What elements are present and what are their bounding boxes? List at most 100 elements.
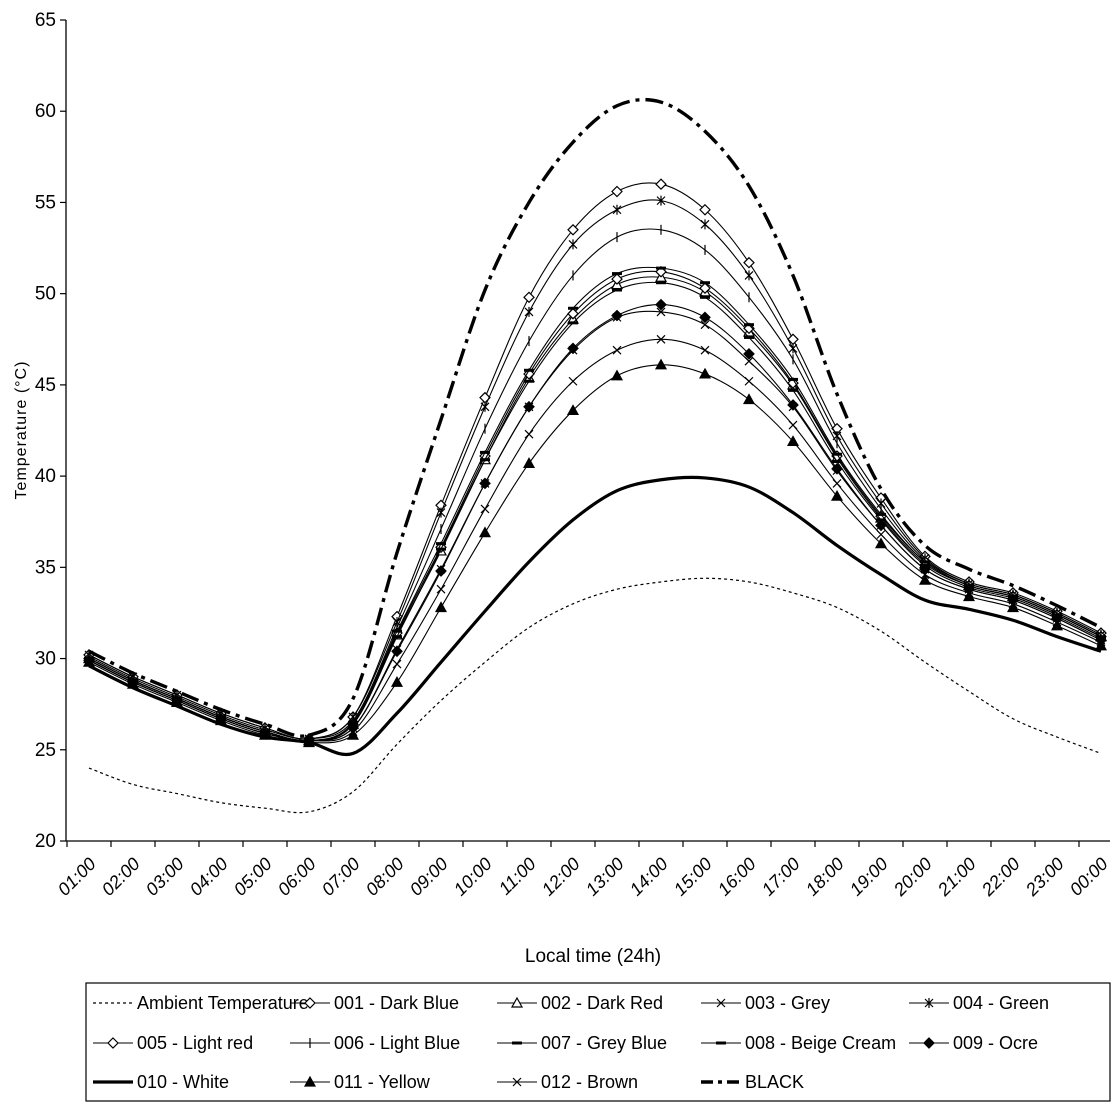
data-point [964,588,974,598]
data-point [348,727,358,736]
data-point [700,219,710,230]
data-point [567,342,579,355]
legend-entry: Ambient Temperature [93,993,309,1013]
data-point [744,356,754,366]
data-point [832,478,842,488]
y-tick-label: 30 [35,649,56,670]
x-tick-label: 23:00 [1021,854,1068,901]
series-13 [84,334,1106,746]
data-point [700,320,710,330]
x-tick-label: 05:00 [230,854,276,900]
legend-entry: 010 - White [93,1072,229,1092]
legend-entry: 006 - Light Blue [290,1033,460,1053]
series-line [88,199,1102,740]
x-tick-label: 19:00 [846,854,892,900]
x-tick-label: 13:00 [582,854,628,900]
y-axis-title: Temperature (°C) [13,361,30,500]
x-tick-label: 06:00 [274,854,320,900]
data-point [700,345,710,355]
data-point [654,358,668,370]
legend-entry: 002 - Dark Red [497,993,663,1013]
data-point [480,401,490,412]
legend-marker [304,997,316,1009]
data-point [1052,617,1062,627]
data-point [875,519,887,532]
data-point [786,435,800,447]
series-4 [84,307,1106,746]
legend-entry: 005 - Light red [93,1033,253,1053]
data-point [304,736,314,746]
x-tick-label: 03:00 [142,854,188,900]
data-point [568,376,578,386]
data-point [610,369,624,381]
data-point [390,676,404,687]
series-9 [84,281,1106,743]
legend-label: 011 - Yellow [334,1072,431,1092]
data-point [611,273,623,285]
series-line [88,577,1102,814]
data-point [831,462,843,475]
series-2 [83,178,1107,745]
legend-label: 002 - Dark Red [541,993,663,1013]
legend-label: 001 - Dark Blue [334,993,459,1013]
legend-label: 012 - Brown [541,1072,638,1092]
legend-label: 009 - Ocre [953,1033,1038,1053]
legend-marker [716,998,726,1008]
data-point [744,270,754,281]
y-tick-label: 60 [35,101,56,122]
series-line [88,97,1102,738]
y-tick-label: 35 [35,557,56,578]
x-tick-label: 07:00 [318,854,364,900]
y-tick-label: 45 [35,375,56,396]
legend-entry: 007 - Grey Blue [497,1033,667,1053]
data-point [391,645,403,658]
data-point [699,311,711,324]
data-point [656,195,666,206]
series-line [88,475,1102,757]
data-point [612,345,622,355]
legend-label: 008 - Beige Cream [745,1033,896,1053]
series-line [88,228,1102,740]
x-tick-label: 10:00 [450,854,496,900]
legend-marker [510,996,524,1008]
series-line [88,304,1102,742]
y-tick-label: 65 [35,10,56,31]
x-tick-label: 02:00 [98,854,144,900]
legend-entry: 008 - Beige Cream [701,1033,896,1053]
data-point [656,334,666,344]
plot-area [82,97,1108,814]
data-point [524,429,534,439]
y-tick-label: 20 [35,831,56,852]
data-point [260,728,270,738]
x-tick-label: 14:00 [626,854,672,900]
x-tick-label: 11:00 [495,854,540,899]
y-tick-label: 25 [35,740,56,761]
data-point [918,573,932,585]
series-line [88,364,1102,744]
data-point [655,298,667,311]
x-tick-label: 01:00 [54,854,100,900]
data-point [566,404,580,416]
data-point [655,178,667,191]
x-tick-label: 16:00 [714,854,760,900]
series-12 [82,358,1108,748]
legend-marker [924,998,934,1008]
data-point [788,343,798,354]
legend-label: Ambient Temperature [137,993,309,1013]
data-point [743,256,755,269]
data-point [1008,599,1018,609]
series-line [88,182,1102,740]
data-point [258,728,272,740]
data-point [744,376,754,386]
data-point [699,282,711,295]
data-point [392,659,402,669]
data-point [523,291,535,304]
data-point [434,601,448,613]
series-line [88,338,1102,742]
data-point [830,489,844,501]
legend-label: 006 - Light Blue [334,1033,460,1053]
data-point [874,537,888,549]
x-axis-title: Local time (24h) [525,946,661,967]
data-point [656,307,666,317]
